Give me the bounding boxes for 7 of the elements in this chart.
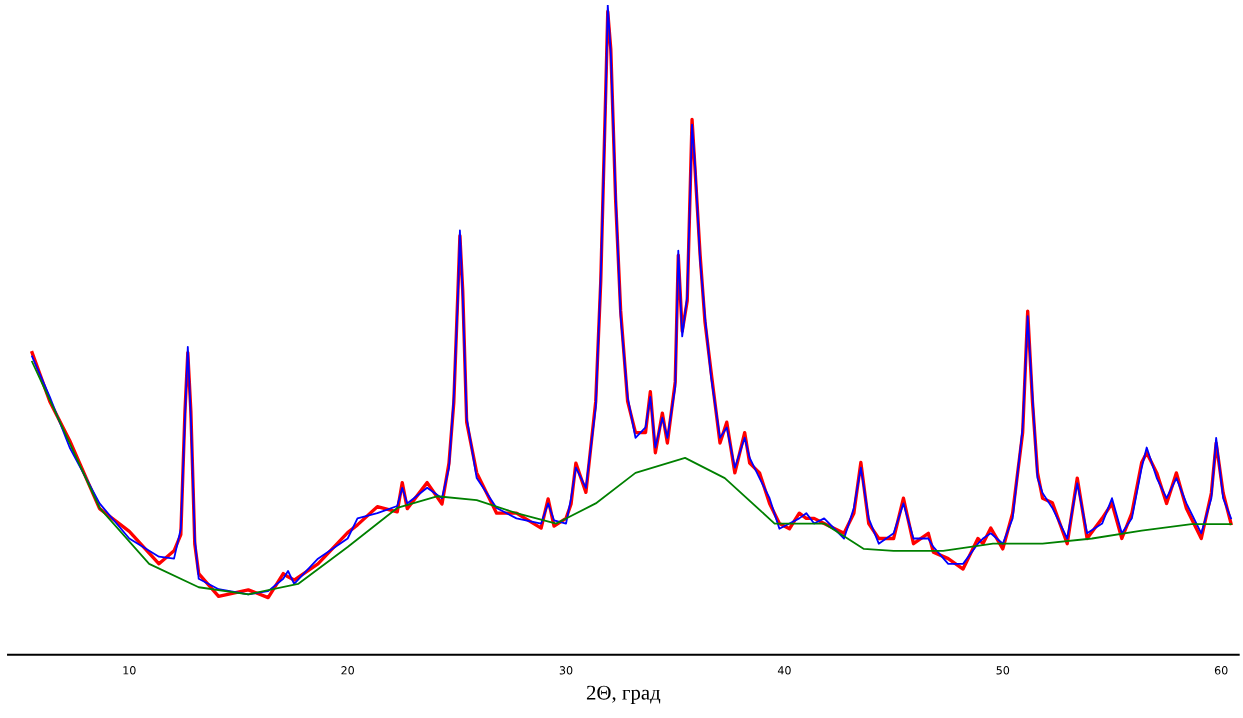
x-tick-label: 10: [123, 666, 136, 675]
x-axis-title: 2Θ, град: [586, 685, 661, 704]
x-tick-label: 40: [777, 666, 791, 675]
x-tick-label: 50: [996, 666, 1010, 675]
x-tick-label: 20: [341, 666, 354, 675]
x-tick-label: 60: [1214, 666, 1228, 675]
x-tick-label: 30: [559, 666, 573, 675]
